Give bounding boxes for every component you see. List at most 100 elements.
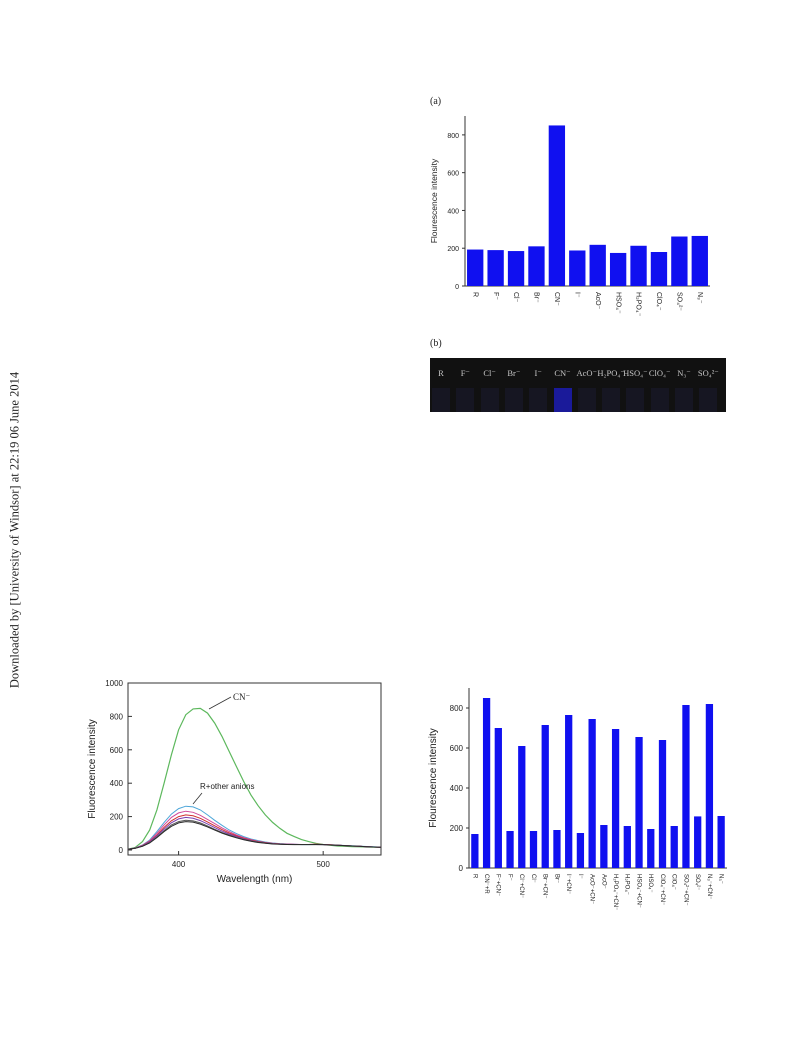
vial-photo: R F⁻ Cl⁻ Br⁻ I⁻ CN⁻ AcO⁻ H₂PO₄⁻ HSO₄⁻ ClO₄⁻ N₃⁻ SO₄… — [430, 358, 726, 412]
category-label: HSO₄⁻ — [647, 874, 653, 893]
bar — [506, 831, 514, 868]
bar — [518, 746, 526, 868]
plot-frame — [127, 682, 382, 856]
category-label: I⁻ — [573, 292, 580, 298]
vial-label: AcO⁻ — [576, 368, 598, 378]
spectrum-line — [127, 816, 382, 850]
vial-label: N₃⁻ — [677, 368, 691, 378]
bar — [507, 251, 525, 286]
vial-label: HSO₄⁻ — [623, 368, 648, 378]
category-label: HSO₄⁻ — [614, 292, 621, 314]
category-label: AcO⁻ — [594, 292, 601, 310]
bar — [482, 698, 491, 868]
bar — [717, 816, 725, 868]
bar — [670, 826, 678, 868]
category-label: F⁻+CN⁻ — [495, 874, 501, 896]
bar — [611, 729, 620, 868]
y-tick-label: 400 — [447, 208, 459, 215]
y-axis-label: Flourescence intensity — [428, 728, 439, 828]
panel-a-label: (a) — [430, 96, 442, 107]
y-tick-label: 0 — [459, 864, 464, 873]
cn-annotation-arrow — [208, 696, 232, 710]
category-label: H₂PO₄⁻ — [624, 874, 630, 895]
category-label: Br⁻ — [533, 292, 540, 303]
y-axis-label: Fluorescence intensity — [87, 719, 98, 819]
download-notice: Downloaded by [University of Windsor] at… — [0, 0, 30, 1059]
category-label: I⁻+CN⁻ — [565, 874, 571, 894]
vial — [577, 388, 596, 412]
y-tick-label: 200 — [447, 246, 459, 253]
vial — [602, 388, 621, 412]
bar — [576, 833, 585, 868]
x-axis-label: Wavelength (nm) — [217, 874, 293, 885]
vial — [480, 388, 499, 412]
y-tick-label: 800 — [450, 704, 464, 713]
y-tick-label: 800 — [447, 133, 459, 140]
category-label: Br⁻+CN⁻ — [542, 874, 548, 899]
bar — [671, 236, 688, 286]
spectrum-line — [127, 810, 382, 850]
vial-label: SO₄²⁻ — [697, 368, 719, 378]
vial-label: ClO₄⁻ — [648, 368, 671, 378]
bar — [705, 704, 714, 868]
download-notice-text: Downloaded by [University of Windsor] at… — [7, 371, 22, 689]
category-label: N₃⁻ — [718, 874, 724, 884]
category-label: N₃⁻ — [696, 292, 703, 304]
category-label: ClO₄⁻+CN⁻ — [659, 874, 665, 905]
bar — [658, 740, 667, 868]
spectrum-line — [127, 707, 382, 850]
bar — [630, 245, 647, 286]
vial-label: H₂PO₄⁻ — [597, 368, 625, 378]
vial-label: Cl⁻ — [483, 368, 496, 378]
y-tick-label: 600 — [447, 171, 459, 178]
vial — [504, 388, 523, 412]
bar — [691, 235, 708, 286]
bar — [548, 125, 566, 286]
category-label: AcO⁻ — [600, 874, 606, 889]
vial-label: R — [438, 368, 444, 378]
bar — [541, 725, 549, 868]
vial-label: Br⁻ — [507, 368, 521, 378]
category-label: ClO₄⁻ — [655, 292, 662, 311]
glowing-vial — [553, 388, 572, 412]
category-label: SO₄²⁻ — [694, 874, 700, 890]
y-tick-label: 200 — [110, 813, 124, 822]
vial — [626, 388, 645, 412]
vial — [432, 388, 450, 412]
x-tick-label: 400 — [172, 860, 186, 869]
y-tick-label: 400 — [450, 784, 464, 793]
bar — [494, 728, 502, 868]
category-label: H₂PO₄⁻+CN⁻ — [612, 874, 618, 910]
vial-label: F⁻ — [460, 368, 470, 378]
y-tick-label: 600 — [450, 744, 464, 753]
category-label: CN⁻ — [553, 292, 560, 306]
y-tick-label: 800 — [110, 712, 124, 721]
bar — [553, 830, 561, 868]
category-label: CN⁻+R — [483, 874, 489, 894]
category-label: R — [471, 292, 478, 297]
category-label: F⁻ — [492, 292, 499, 300]
category-label: Cl⁻ — [530, 874, 536, 883]
vial — [456, 388, 475, 412]
y-tick-label: 1000 — [105, 679, 123, 688]
bar — [647, 829, 655, 868]
bar — [589, 244, 606, 286]
vial — [650, 388, 669, 412]
bar — [609, 252, 627, 286]
category-label: Cl⁻ — [512, 292, 519, 303]
spectrum-line — [127, 814, 382, 850]
bar — [635, 737, 643, 868]
spectrum-line — [127, 821, 382, 850]
y-axis-label: Flourescence intensity — [429, 158, 439, 243]
bar — [694, 816, 702, 868]
category-label: HSO₄⁻+CN⁻ — [635, 874, 641, 908]
vial-label: I⁻ — [534, 368, 542, 378]
bar — [471, 834, 479, 868]
bar — [529, 831, 538, 868]
vial — [699, 388, 718, 412]
category-label: SO₄²⁻ — [676, 292, 683, 311]
bar — [600, 825, 608, 868]
category-label: N₃⁻+CN⁻ — [706, 874, 712, 899]
